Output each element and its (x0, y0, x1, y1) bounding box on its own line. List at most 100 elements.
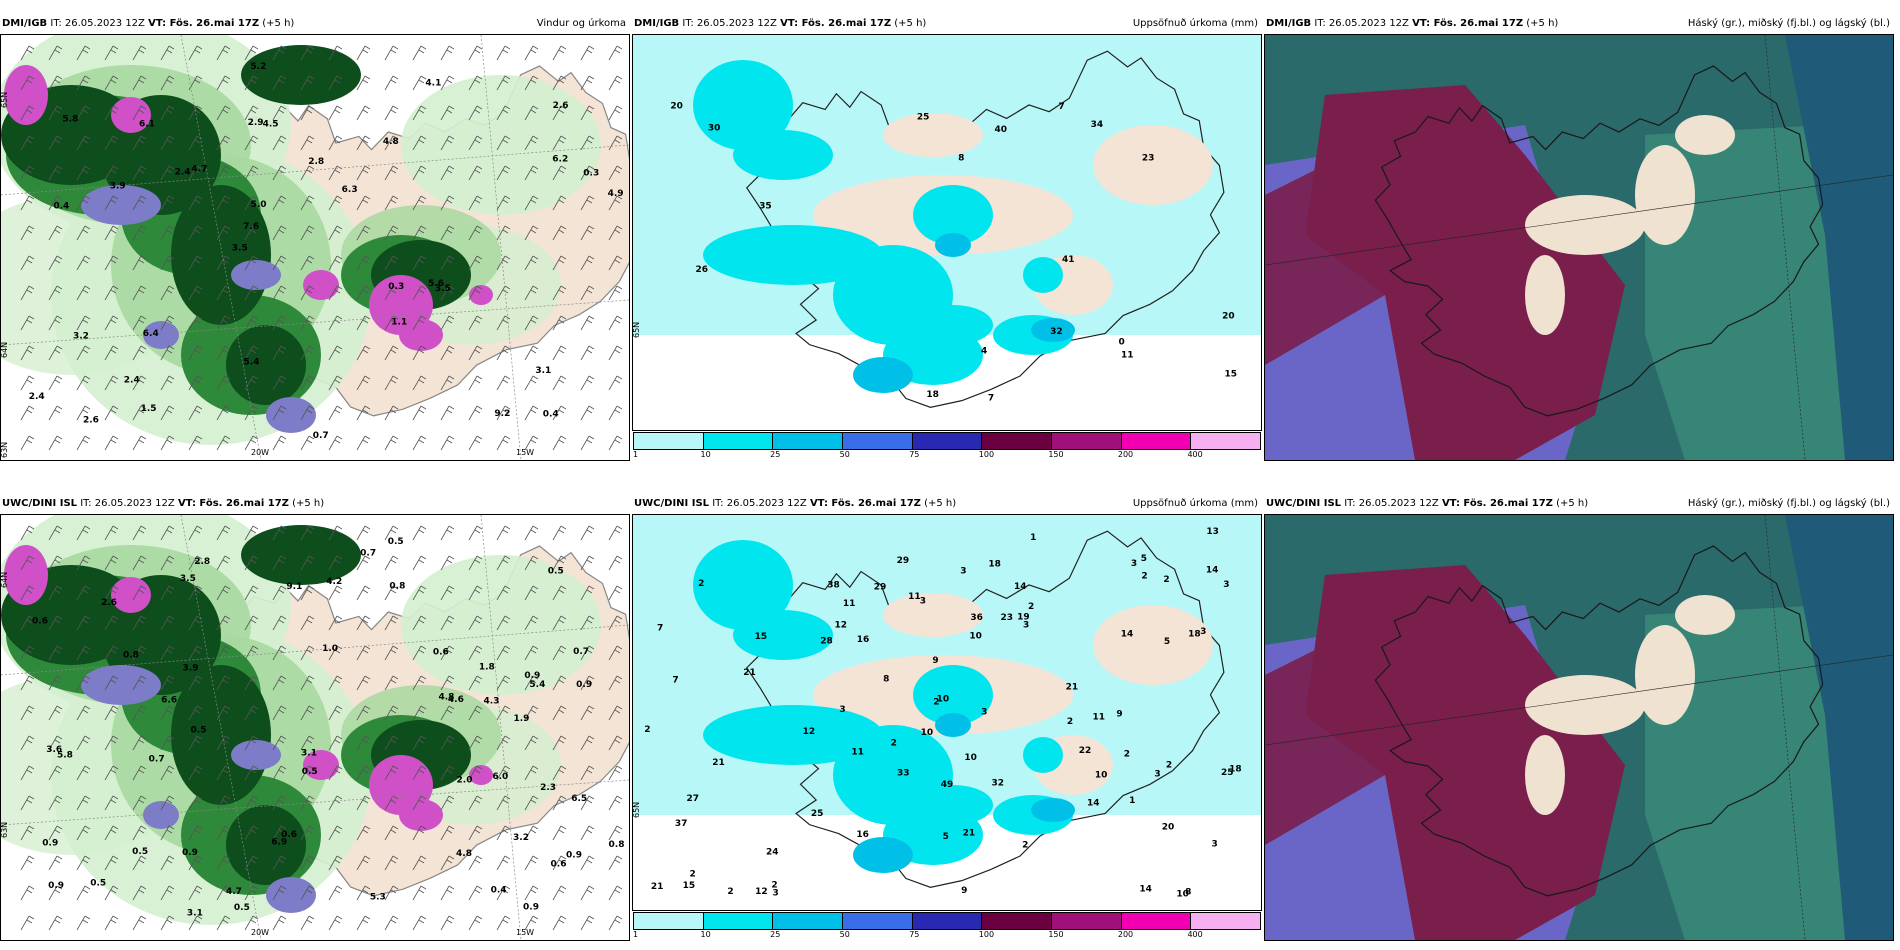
value-label: 0.5 (234, 903, 250, 913)
wind-barb (160, 795, 175, 811)
value-label: 32 (1050, 327, 1063, 337)
cloud-cover-map[interactable] (1264, 34, 1894, 461)
wind-barb (188, 135, 203, 151)
wind-barb (552, 765, 567, 781)
wind-precip-map[interactable]: 0.4 0.4 2.6 3.5 4.8 2.6 2.9 2.8 3.2 4.7 2.4 2.4 4.5 6… (0, 34, 630, 461)
wind-barb (188, 285, 203, 301)
wind-barb (244, 585, 259, 601)
value-label: 25 (1221, 768, 1234, 778)
valid-time: VT: Fös. 26.mai 17Z (148, 18, 260, 29)
wind-barb (48, 615, 63, 631)
cloud-cover-map[interactable] (1264, 514, 1894, 941)
panel-header: UWC/DINI ISL IT: 26.05.2023 12Z VT: Fös.… (0, 494, 630, 514)
wind-barb (440, 645, 455, 661)
latitude-tick: 65N (633, 802, 641, 818)
wind-barb (76, 165, 91, 181)
wind-barb (48, 525, 63, 541)
wind-barb (272, 195, 287, 211)
accumulated-precip-map[interactable]: 8 11 20 23 18 25 7 7 35 26 0 40 41 30 15 34 20 32 4 65N (632, 34, 1262, 431)
wind-barb (76, 825, 91, 841)
wind-barb (524, 255, 539, 271)
value-label: 21 (651, 882, 664, 892)
wind-barb (20, 885, 35, 901)
latitude-line (1, 779, 629, 826)
value-label: 5.4 (529, 680, 545, 690)
value-label: 3.5 (232, 244, 248, 254)
wind-barb (328, 45, 343, 61)
wind-barb (580, 795, 595, 811)
wind-barb (104, 225, 119, 241)
colorbar-segment (703, 913, 774, 929)
value-label: 10 (969, 632, 982, 642)
accumulated-precip-map[interactable]: 9 10 10 9 11 10 11 10 14 12 11 15 14 13 20 14 12 24 25 18 21… (632, 514, 1262, 911)
value-label: 4.8 (383, 137, 399, 147)
value-label: 10 (921, 728, 934, 738)
value-label: 28 (820, 636, 833, 646)
value-label: 5.3 (370, 892, 386, 902)
wind-barb (328, 75, 343, 91)
wind-barb (328, 825, 343, 841)
wind-barb (48, 105, 63, 121)
precip-area (693, 60, 793, 150)
value-label: 3 (1223, 580, 1229, 590)
panel-header: UWC/DINI ISL IT: 26.05.2023 12Z VT: Fös.… (632, 494, 1262, 514)
wind-barb (104, 705, 119, 721)
wind-barb (608, 915, 623, 931)
colorbar-tick-label: 75 (909, 450, 920, 459)
value-label: 10 (937, 694, 950, 704)
wind-barb (272, 885, 287, 901)
colorbar-segment (1121, 913, 1192, 929)
wind-barb (272, 585, 287, 601)
wind-barb (496, 735, 511, 751)
value-label: 4.1 (425, 78, 441, 88)
value-label: 5 (1141, 554, 1147, 564)
wind-barb (160, 675, 175, 691)
high-cloud-area (1265, 635, 1385, 845)
wind-barb (356, 555, 371, 571)
wind-barb (300, 525, 315, 541)
wind-barb (580, 885, 595, 901)
wind-barb (356, 915, 371, 931)
wind-barb (104, 135, 119, 151)
wind-barb (132, 705, 147, 721)
value-label: 37 (675, 819, 688, 829)
wind-barb (160, 375, 175, 391)
wind-barb (384, 75, 399, 91)
wind-barb (524, 195, 539, 211)
value-label: 2 (698, 579, 704, 589)
value-label: 38 (827, 580, 840, 590)
wind-barb (468, 405, 483, 421)
wind-barb (384, 735, 399, 751)
value-label: 24 (766, 848, 779, 858)
value-label: 0.8 (389, 581, 405, 591)
wind-barb (580, 765, 595, 781)
panel-wind-bottom: UWC/DINI ISL IT: 26.05.2023 12Z VT: Fös.… (0, 494, 630, 948)
value-label: 3 (1131, 559, 1137, 569)
wind-barb (524, 435, 539, 451)
heavy-precip-area (1031, 318, 1075, 342)
wind-barb (216, 855, 231, 871)
value-label: 3.5 (180, 574, 196, 584)
value-label: 3.5 (435, 284, 451, 294)
wind-barb (328, 345, 343, 361)
value-label: 3 (1200, 627, 1206, 637)
wind-barb (104, 315, 119, 331)
wind-barb (524, 315, 539, 331)
wind-barb (216, 735, 231, 751)
wind-precip-map[interactable]: 3.2 0.7 0.9 1.0 0.9 2.8 0.9 0.9 0.5 0.8 0.9 0.6 1.9 0… (0, 514, 630, 941)
wind-barb (580, 105, 595, 121)
value-label: 2.9 (248, 118, 264, 128)
colorbar-tick-label: 1 (633, 450, 639, 459)
wind-barb (412, 825, 427, 841)
wind-barb (188, 225, 203, 241)
wind-barb (608, 825, 623, 841)
value-label: 8 (883, 674, 889, 684)
wind-barb (524, 105, 539, 121)
wind-barb (132, 165, 147, 181)
wind-barb (132, 315, 147, 331)
wind-barb (244, 555, 259, 571)
longitude-tick: 15W (516, 448, 534, 457)
wind-barb (132, 915, 147, 931)
value-label: 11 (851, 747, 864, 757)
wind-barb (496, 135, 511, 151)
